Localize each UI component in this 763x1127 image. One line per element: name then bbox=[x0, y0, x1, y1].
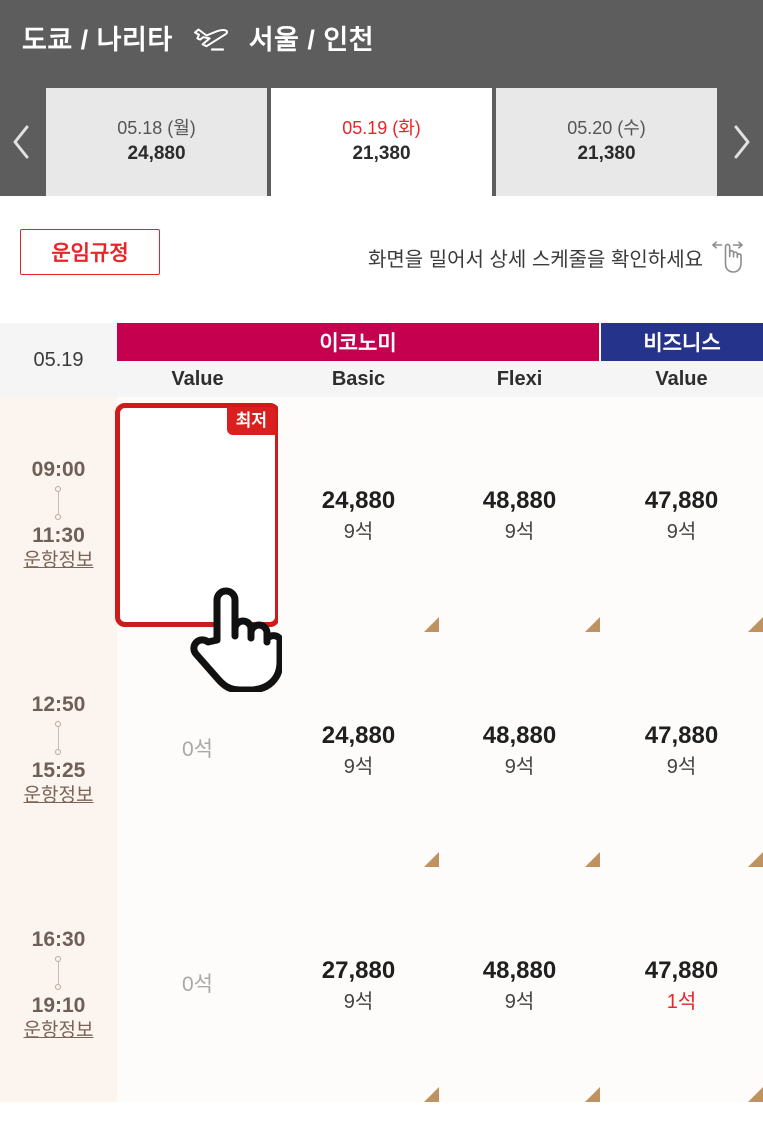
seat-count: 9석 bbox=[343, 990, 374, 1013]
flight-time-cell: 09:00 11:30 운항정보 bbox=[0, 397, 117, 632]
date-tab-day: 05.19 (화) bbox=[342, 118, 421, 139]
fare-price: 47,880 bbox=[644, 722, 719, 750]
fare-price: 27,880 bbox=[321, 957, 396, 985]
fare-cell[interactable]: 47,880 1석 bbox=[600, 867, 763, 1102]
cell-corner-marker-icon bbox=[748, 852, 763, 867]
fare-cell[interactable]: 0석 bbox=[117, 632, 278, 867]
page-header: 도쿄 / 나리타 서울 / 인천 05.18 (월) 24,880 05.19 (화… bbox=[0, 0, 763, 196]
seat-count: 9석 bbox=[343, 520, 374, 543]
cabin-header-1: 비즈니스 bbox=[600, 323, 763, 361]
fare-price: 48,880 bbox=[482, 722, 557, 750]
table-header-cabin-row: 05.19 이코노미 비즈니스 bbox=[0, 323, 763, 397]
seat-count: 1석 bbox=[666, 990, 697, 1013]
departure-time: 16:30 bbox=[31, 927, 86, 951]
fare-price: 48,880 bbox=[482, 957, 557, 985]
date-tab-list: 05.18 (월) 24,880 05.19 (화) 21,380 05.20 (수) 2… bbox=[44, 88, 719, 196]
flight-info-link[interactable]: 운항정보 bbox=[23, 785, 94, 807]
fare-price: 21,380 bbox=[160, 487, 235, 515]
fare-price: 24,880 bbox=[321, 487, 396, 515]
flight-row: 09:00 11:30 운항정보 21,380 1석 최저 24,880 9석 48,880 9석… bbox=[0, 397, 763, 632]
fare-rules-button[interactable]: 운임규정 bbox=[20, 229, 160, 275]
previous-date-button[interactable] bbox=[0, 88, 44, 196]
cell-corner-marker-icon bbox=[585, 852, 600, 867]
arrival-time: 15:25 bbox=[31, 758, 86, 782]
flight-time-cell: 12:50 15:25 운항정보 bbox=[0, 632, 117, 867]
fare-cell[interactable]: 24,880 9석 bbox=[278, 397, 439, 632]
seat-count: 9석 bbox=[343, 755, 374, 778]
departure-time: 12:50 bbox=[31, 692, 86, 716]
fare-cell[interactable]: 24,880 9석 bbox=[278, 632, 439, 867]
date-tab-day: 05.18 (월) bbox=[117, 118, 196, 139]
duration-connector-icon bbox=[53, 955, 65, 990]
destination-label: 서울 / 인천 bbox=[248, 25, 375, 55]
swipe-hint-text: 화면을 밀어서 상세 스케줄을 확인하세요 bbox=[367, 248, 703, 271]
fare-price: 24,880 bbox=[321, 722, 396, 750]
seat-count: 9석 bbox=[666, 755, 697, 778]
seat-count: 0석 bbox=[182, 972, 213, 996]
cell-corner-marker-icon bbox=[585, 617, 600, 632]
cell-corner-marker-icon bbox=[748, 1087, 763, 1102]
fare-cell[interactable]: 48,880 9석 bbox=[439, 397, 600, 632]
fare-price: 47,880 bbox=[644, 957, 719, 985]
table-header-class-row: Value Basic Flexi Value bbox=[0, 361, 763, 397]
swipe-hand-icon bbox=[711, 238, 749, 276]
duration-connector-icon bbox=[53, 485, 65, 520]
route-title: 도쿄 / 나리타 서울 / 인천 bbox=[22, 18, 374, 57]
seat-count: 0석 bbox=[182, 737, 213, 761]
fare-cell-content: 21,380 1석 bbox=[117, 397, 278, 632]
cell-corner-marker-icon bbox=[585, 1087, 600, 1102]
swipe-hint: 화면을 밀어서 상세 스케줄을 확인하세요 bbox=[368, 238, 749, 276]
fare-class-header-1: Basic bbox=[278, 361, 439, 397]
cell-corner-marker-icon bbox=[424, 852, 439, 867]
fare-cell[interactable]: 47,880 9석 bbox=[600, 397, 763, 632]
notice-bar: 운임규정 화면을 밀어서 상세 스케줄을 확인하세요 bbox=[0, 196, 763, 323]
date-tab-1[interactable]: 05.19 (화) 21,380 bbox=[271, 88, 492, 196]
cell-corner-marker-icon bbox=[748, 617, 763, 632]
flight-time-cell: 16:30 19:10 운항정보 bbox=[0, 867, 117, 1102]
fare-cell[interactable]: 27,880 9석 bbox=[278, 867, 439, 1102]
table-date-label: 05.19 bbox=[0, 323, 117, 397]
next-date-button[interactable] bbox=[719, 88, 763, 196]
fare-table: 05.19 이코노미 비즈니스 Value Basic Flexi Value 09:00 11… bbox=[0, 323, 763, 1102]
date-selector: 05.18 (월) 24,880 05.19 (화) 21,380 05.20 (수) 2… bbox=[0, 88, 763, 196]
date-tab-price: 21,380 bbox=[577, 143, 636, 165]
fare-class-header-0: Value bbox=[117, 361, 278, 397]
fare-cell[interactable]: 48,880 9석 bbox=[439, 632, 600, 867]
cell-corner-marker-icon bbox=[424, 617, 439, 632]
fare-cell-selected[interactable]: 21,380 1석 최저 bbox=[115, 397, 280, 632]
seat-count: 9석 bbox=[504, 990, 535, 1013]
fare-cell[interactable]: 0석 bbox=[117, 867, 278, 1102]
cabin-header-0: 이코노미 bbox=[117, 323, 601, 361]
date-tab-0[interactable]: 05.18 (월) 24,880 bbox=[46, 88, 267, 196]
date-tab-price: 24,880 bbox=[127, 143, 186, 165]
seat-count: 1석 bbox=[182, 520, 213, 543]
fare-price: 47,880 bbox=[644, 487, 719, 515]
fare-table-container: 05.19 이코노미 비즈니스 Value Basic Flexi Value 09:00 11… bbox=[0, 323, 763, 1127]
departure-time: 09:00 bbox=[31, 457, 86, 481]
arrival-time: 19:10 bbox=[31, 993, 86, 1017]
fare-cell[interactable]: 48,880 9석 bbox=[439, 867, 600, 1102]
fare-cell[interactable]: 47,880 9석 bbox=[600, 632, 763, 867]
origin-label: 도쿄 / 나리타 bbox=[22, 25, 173, 55]
airplane-landing-icon bbox=[189, 23, 233, 53]
seat-count: 9석 bbox=[504, 755, 535, 778]
fare-price: 48,880 bbox=[482, 487, 557, 515]
seat-count: 9석 bbox=[666, 520, 697, 543]
fare-class-header-2: Flexi bbox=[439, 361, 600, 397]
date-tab-price: 21,380 bbox=[352, 143, 411, 165]
flight-row: 12:50 15:25 운항정보 0석 24,880 9석 48,880 9석 47,880 9석 bbox=[0, 632, 763, 867]
flight-info-link[interactable]: 운항정보 bbox=[23, 1020, 94, 1042]
cell-corner-marker-icon bbox=[424, 1087, 439, 1102]
fare-class-header-3: Value bbox=[600, 361, 763, 397]
duration-connector-icon bbox=[53, 720, 65, 755]
date-tab-2[interactable]: 05.20 (수) 21,380 bbox=[496, 88, 717, 196]
arrival-time: 11:30 bbox=[32, 523, 85, 547]
date-tab-day: 05.20 (수) bbox=[567, 118, 646, 139]
flight-info-link[interactable]: 운항정보 bbox=[23, 550, 94, 572]
flight-row: 16:30 19:10 운항정보 0석 27,880 9석 48,880 9석 47,880 1석 bbox=[0, 867, 763, 1102]
seat-count: 9석 bbox=[504, 520, 535, 543]
